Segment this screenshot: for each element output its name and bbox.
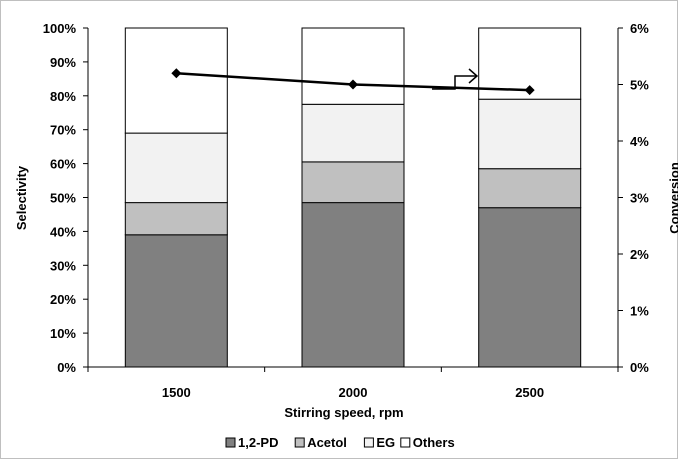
bar-segment-eg-2500	[478, 98, 582, 170]
y-right-tick-label: 2%	[630, 247, 649, 262]
legend-label: Others	[413, 435, 455, 450]
y-left-tick-label: 10%	[50, 326, 76, 341]
bar-segment-acetol-2000	[301, 161, 405, 204]
x-tick-label: 2500	[515, 385, 544, 400]
y-left-tick-label: 100%	[43, 21, 77, 36]
bar-segment-1-2-pd-2500	[478, 207, 582, 368]
y-left-tick-label: 40%	[50, 224, 76, 239]
bar-segment-others-1500	[124, 27, 228, 134]
x-tick-label: 2000	[339, 385, 368, 400]
right-axis-arrow-annotation	[432, 68, 479, 90]
conversion-point-2500	[524, 85, 535, 96]
stacked-bars	[124, 27, 582, 368]
y-left-tick-label: 50%	[50, 191, 76, 206]
legend-swatch-1-2-pd	[225, 437, 236, 448]
y-left-tick-label: 60%	[50, 157, 76, 172]
y-left-tick-label: 30%	[50, 258, 76, 273]
legend-swatch-acetol	[294, 437, 305, 448]
y-axis-right: 0% 1% 2% 3% 4% 5% 6%	[617, 21, 649, 375]
legend-label: 1,2-PD	[238, 435, 278, 450]
conversion-point-2000	[348, 79, 358, 90]
bar-segment-acetol-2500	[478, 168, 582, 209]
y-axis-right-title: Conversion	[667, 162, 678, 234]
y-axis-left-title: Selectivity	[14, 165, 29, 230]
y-left-tick-label: 20%	[50, 292, 76, 307]
x-tick-label: 1500	[162, 385, 191, 400]
y-left-tick-label: 0%	[57, 360, 76, 375]
bar-segment-acetol-1500	[124, 202, 228, 236]
y-left-tick-label: 80%	[50, 89, 76, 104]
conversion-point-1500	[171, 68, 182, 79]
y-right-tick-label: 4%	[630, 134, 649, 149]
legend: 1,2-PD Acetol EG Others	[225, 435, 455, 450]
bar-segment-eg-1500	[124, 132, 228, 204]
y-right-tick-label: 5%	[630, 78, 649, 93]
legend-swatch-others	[400, 437, 411, 448]
y-axis-left: 0% 10% 20% 30% 40% 50% 60% 70% 80% 90% 100%	[43, 21, 89, 375]
y-right-tick-label: 1%	[630, 304, 649, 319]
bar-segment-1-2-pd-1500	[124, 234, 228, 368]
legend-label: Acetol	[307, 435, 347, 450]
bar-segment-eg-2000	[301, 103, 405, 163]
arrow-shaft	[432, 75, 476, 90]
y-right-tick-label: 3%	[630, 191, 649, 206]
bar-segment-1-2-pd-2000	[301, 202, 405, 368]
y-right-tick-label: 6%	[630, 21, 649, 36]
y-left-tick-label: 90%	[50, 55, 76, 70]
legend-label: EG	[376, 435, 395, 450]
conversion-series	[171, 68, 535, 96]
x-axis: 1500 2000 2500	[87, 366, 619, 400]
y-right-tick-label: 0%	[630, 360, 649, 375]
y-left-tick-label: 70%	[50, 123, 76, 138]
x-axis-title: Stirring speed, rpm	[284, 405, 403, 420]
legend-swatch-eg	[363, 437, 374, 448]
bar-segment-others-2000	[301, 27, 405, 105]
arrow-head	[468, 68, 479, 84]
